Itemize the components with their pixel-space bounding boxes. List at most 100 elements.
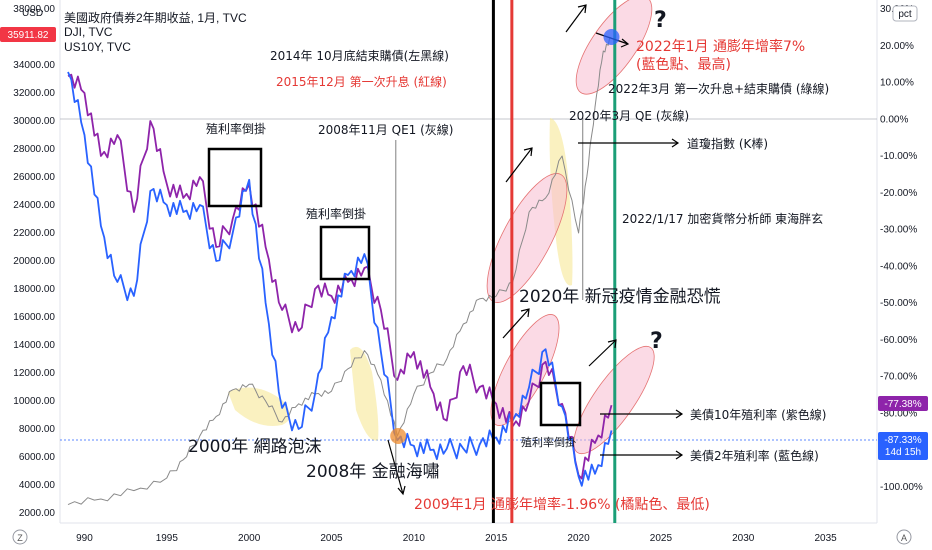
z-icon[interactable] — [12, 529, 28, 545]
left-tick-label: 24000.00 — [13, 200, 55, 211]
left-tick-label: 18000.00 — [13, 284, 55, 295]
annot-2y-label: 美債2年殖利率 (藍色線) — [690, 448, 819, 463]
right-tick-label: -70.00% — [880, 372, 917, 383]
marker-1 — [390, 428, 407, 444]
series-dji — [67, 36, 612, 506]
gfc-highlight — [350, 346, 379, 441]
dotcom-highlight — [228, 387, 290, 426]
right-tick-label: -10.00% — [880, 151, 917, 162]
left-tick-label: 38000.00 — [13, 4, 55, 15]
annot-inversion-1: 殖利率倒掛 — [206, 121, 266, 136]
badge-10y — [878, 396, 928, 411]
x-tick-label: 2035 — [814, 533, 837, 544]
annot-covid: 2020年 新冠疫情金融恐慌 — [519, 287, 721, 307]
left-tick-label: 2000.00 — [19, 508, 56, 519]
left-tick-label: 8000.00 — [19, 424, 56, 435]
pink-ellipse-yield-1 — [490, 314, 560, 426]
arrow-up-1 — [505, 147, 533, 183]
annot-author: 2022/1/17 加密貨幣分析師 東海胖玄 — [622, 211, 823, 226]
right-tick-label: 0.00% — [880, 114, 908, 125]
right-tick-label: -40.00% — [880, 261, 917, 272]
vertical-lines-layer — [395, 0, 617, 523]
right-tick-label: -80.00% — [880, 408, 917, 419]
annot-qe1: 2008年11月 QE1 (灰線) — [318, 122, 453, 137]
annot-inversion-3: 殖利率倒掛 — [521, 435, 576, 449]
left-tick-label: 32000.00 — [13, 88, 55, 99]
arrow-up-4 — [588, 339, 617, 367]
series-us2y — [67, 71, 613, 487]
x-tick-label: 2020 — [567, 533, 590, 544]
right-tick-label: -20.00% — [880, 188, 917, 199]
marker-0 — [603, 29, 620, 45]
arrow-up-3 — [502, 308, 530, 339]
annot-dji-label: 道瓊指數 (K棒) — [687, 136, 768, 151]
trend-arrows — [387, 4, 684, 496]
left-tick-label: 14000.00 — [13, 340, 55, 351]
arrow-up-3-head — [520, 308, 530, 318]
inversion-box-2000 — [207, 147, 263, 208]
left-tick-label: 26000.00 — [13, 172, 55, 183]
pct-scale-button[interactable] — [892, 5, 918, 22]
header-symbol-2: DJI, TVC — [64, 25, 113, 39]
svg-text:Z: Z — [17, 533, 23, 543]
left-tick-label: 10000.00 — [13, 396, 55, 407]
left-tick-label: 34000.00 — [13, 60, 55, 71]
badge-10y-text: -77.38% — [884, 399, 921, 410]
annot-dotcom: 2000年 網路泡沫 — [188, 437, 322, 457]
annot-2015-hike: 2015年12月 第一次升息 (紅線) — [276, 74, 447, 89]
annot-inversion-2: 殖利率倒掛 — [306, 206, 366, 221]
arrow-dji-label-head — [671, 138, 680, 148]
annotations: 2014年 10月底結束購債(左黑線) 2015年12月 第一次升息 (紅線) … — [188, 8, 829, 513]
right-tick-label: 10.00% — [880, 78, 914, 89]
inversion-box-2019 — [539, 381, 582, 427]
x-tick-label: 2005 — [320, 533, 343, 544]
x-tick-label: 2000 — [238, 533, 261, 544]
arrow-2009-annot — [387, 439, 404, 495]
price-badge-text: 35911.82 — [8, 30, 49, 41]
arrow-up-4-head — [607, 339, 617, 349]
auto-scale-icon[interactable] — [896, 529, 912, 545]
right-tick-label: 20.00% — [880, 41, 914, 52]
x-tick-label: 2010 — [403, 533, 426, 544]
annot-10y-label: 美債10年殖利率 (紫色線) — [690, 407, 826, 422]
arrow-up-2 — [565, 4, 587, 33]
right-tick-label: -50.00% — [880, 298, 917, 309]
annot-2022-cpi-line1: 2022年1月 通膨年增率7% — [636, 38, 805, 55]
question-mark-1: ? — [654, 8, 667, 33]
x-tick-label: 2025 — [650, 533, 673, 544]
annot-2014-end-qe: 2014年 10月底結束購債(左黑線) — [270, 48, 449, 63]
question-mark-2: ? — [650, 329, 663, 354]
series-layer — [67, 36, 613, 506]
arrow-2009-annot-head — [397, 485, 406, 496]
arrow-up-2-head — [577, 4, 587, 14]
badge-2y-sub: 14d 15h — [885, 447, 921, 458]
arrow-2y-label-head — [675, 450, 684, 460]
left-tick-label: 6000.00 — [19, 452, 56, 463]
arrow-to-annot-2022-head — [620, 38, 630, 48]
svg-text:A: A — [901, 533, 907, 543]
marker-layer — [390, 29, 620, 444]
header-symbol-3: US10Y, TVC — [64, 40, 131, 54]
annot-2020-qe: 2020年3月 QE (灰線) — [569, 108, 689, 123]
currency-label: USD — [22, 8, 44, 19]
right-tick-label: -30.00% — [880, 225, 917, 236]
annot-2009-cpi: 2009年1月 通膨年增率-1.96% (橘點色、最低) — [414, 496, 710, 513]
series-us10y — [67, 73, 613, 480]
badge-2y — [878, 432, 928, 460]
left-tick-label: 16000.00 — [13, 312, 55, 323]
right-tick-label: -100.00% — [880, 482, 923, 493]
left-tick-label: 4000.00 — [19, 480, 56, 491]
highlight-layer — [228, 0, 655, 455]
annot-2022-hike: 2022年3月 第一次升息+結束購債 (綠線) — [608, 81, 829, 96]
annot-gfc: 2008年 金融海嘯 — [306, 462, 440, 482]
badge-2y-text: -87.33% — [884, 435, 921, 446]
price-badge — [0, 27, 56, 42]
inversion-box-2007 — [319, 225, 371, 281]
left-tick-label: 22000.00 — [13, 228, 55, 239]
header-symbol-1: 美國政府債券2年期收益, 1月, TVC — [64, 11, 247, 25]
x-tick-label: 1995 — [156, 533, 179, 544]
arrow-up-1-head — [523, 147, 533, 157]
x-tick-label: 2015 — [485, 533, 508, 544]
left-tick-label: 28000.00 — [13, 144, 55, 155]
